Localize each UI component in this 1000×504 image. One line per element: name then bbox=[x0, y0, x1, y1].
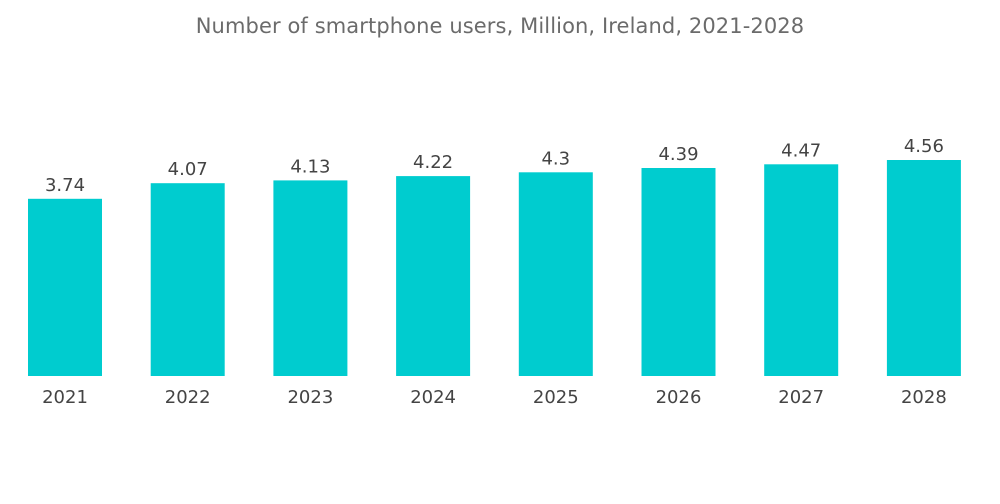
x-tick-label-2026: 2026 bbox=[656, 387, 702, 408]
bar-2025 bbox=[518, 172, 593, 376]
bar-2022 bbox=[150, 183, 225, 376]
value-label-2021: 3.74 bbox=[45, 175, 85, 196]
bar-2021 bbox=[28, 198, 102, 376]
value-label-2023: 4.13 bbox=[290, 156, 330, 177]
value-label-2026: 4.39 bbox=[658, 144, 698, 165]
x-tick-label-2023: 2023 bbox=[287, 387, 333, 408]
value-label-2025: 4.3 bbox=[541, 148, 570, 169]
x-tick-label-2022: 2022 bbox=[165, 387, 211, 408]
value-label-2024: 4.22 bbox=[413, 152, 453, 173]
x-tick-label-2028: 2028 bbox=[901, 387, 947, 408]
bar-2026 bbox=[641, 168, 716, 376]
value-label-2027: 4.47 bbox=[781, 140, 821, 161]
value-labels-group: 3.74 4.07 4.13 4.22 4.3 4.39 4.47 4.56 bbox=[45, 136, 944, 196]
x-axis-tick-labels: 2021 2022 2023 2024 2025 2026 2027 2028 bbox=[42, 387, 947, 408]
value-label-2022: 4.07 bbox=[168, 159, 208, 180]
value-label-2028: 4.56 bbox=[904, 136, 944, 157]
chart-title: Number of smartphone users, Million, Ire… bbox=[195, 14, 805, 38]
bars-group bbox=[28, 160, 961, 376]
x-tick-label-2024: 2024 bbox=[410, 387, 456, 408]
x-tick-label-2021: 2021 bbox=[42, 387, 88, 408]
x-tick-label-2027: 2027 bbox=[778, 387, 824, 408]
bar-2027 bbox=[764, 164, 839, 376]
x-tick-label-2025: 2025 bbox=[533, 387, 579, 408]
bar-2028 bbox=[886, 160, 961, 376]
bar-2023 bbox=[273, 180, 348, 376]
bar-2024 bbox=[396, 176, 471, 376]
